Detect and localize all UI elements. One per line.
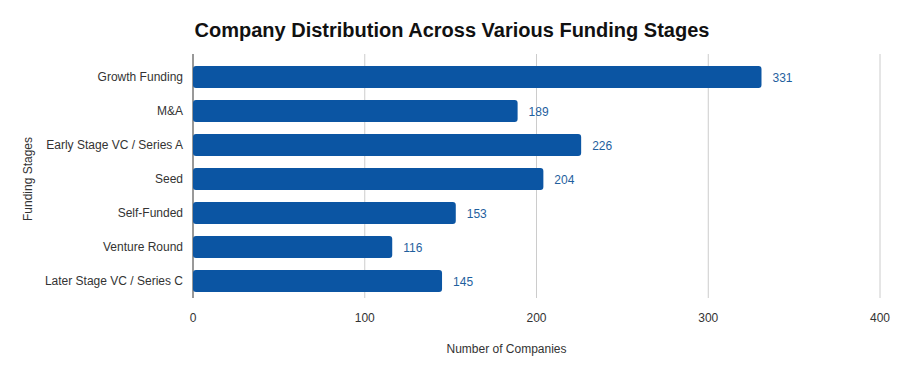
bar [193, 66, 761, 88]
chart-title: Company Distribution Across Various Fund… [195, 19, 710, 41]
grid-line [880, 54, 881, 298]
tick-label: 200 [526, 311, 546, 325]
data-label: 153 [467, 207, 487, 221]
bar [193, 100, 518, 122]
bars [193, 66, 761, 292]
category-label: Seed [155, 172, 183, 186]
grid-line [708, 54, 709, 298]
x-axis-label: Number of Companies [446, 342, 566, 356]
chart-container: Company Distribution Across Various Fund… [0, 0, 900, 374]
data-label: 189 [529, 105, 549, 119]
category-label: Self-Funded [118, 206, 183, 220]
data-label: 145 [453, 275, 473, 289]
bar [193, 270, 442, 292]
chart-svg: Company Distribution Across Various Fund… [0, 0, 900, 374]
tick-label: 100 [355, 311, 375, 325]
tick-label: 300 [698, 311, 718, 325]
bar [193, 134, 581, 156]
bar [193, 202, 456, 224]
bar [193, 168, 543, 190]
y-axis-label: Funding Stages [21, 137, 35, 221]
category-label: Later Stage VC / Series C [45, 274, 183, 288]
category-label: Venture Round [103, 240, 183, 254]
category-label: Early Stage VC / Series A [46, 138, 183, 152]
bar [193, 236, 392, 258]
tick-label: 400 [870, 311, 890, 325]
category-label: Growth Funding [98, 70, 183, 84]
data-label: 204 [554, 173, 574, 187]
data-label: 116 [403, 241, 422, 255]
data-label: 226 [592, 139, 612, 153]
category-label: M&A [157, 104, 183, 118]
tick-label: 0 [190, 311, 197, 325]
data-label: 331 [772, 71, 792, 85]
